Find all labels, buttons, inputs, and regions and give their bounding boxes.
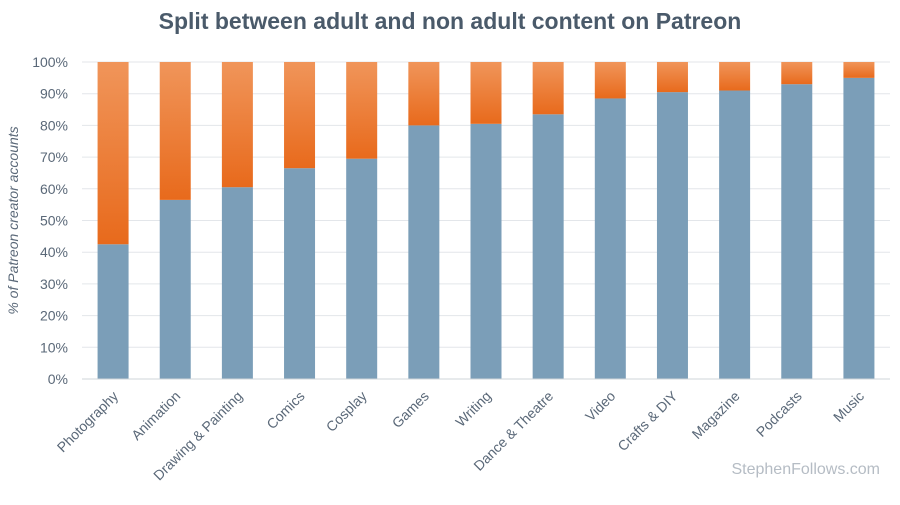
bar-adult bbox=[346, 62, 378, 159]
y-tick-label: 80% bbox=[40, 117, 68, 133]
bar-adult bbox=[284, 62, 316, 169]
bar-non-adult bbox=[221, 187, 253, 379]
y-tick-label: 90% bbox=[40, 86, 68, 102]
x-tick-label: Podcasts bbox=[753, 388, 805, 440]
y-tick-label: 0% bbox=[48, 371, 68, 387]
y-tick-label: 30% bbox=[40, 276, 68, 292]
bar-adult bbox=[781, 62, 813, 85]
bar-adult bbox=[843, 62, 875, 78]
x-tick-label: Video bbox=[582, 388, 619, 425]
bar-adult bbox=[97, 62, 129, 245]
x-tick-label: Writing bbox=[452, 388, 494, 430]
bar-adult bbox=[159, 62, 191, 200]
y-tick-label: 50% bbox=[40, 213, 68, 229]
y-tick-label: 10% bbox=[40, 339, 68, 355]
y-axis-ticks: 0% 10% 20% 30% 40% 50% 60% 70% 80% 90% 100% bbox=[32, 54, 68, 387]
y-tick-label: 60% bbox=[40, 181, 68, 197]
bar-non-adult bbox=[284, 168, 316, 379]
bars bbox=[97, 62, 875, 380]
y-tick-label: 40% bbox=[40, 244, 68, 260]
x-tick-label: Music bbox=[830, 388, 867, 425]
bar-adult bbox=[470, 62, 502, 124]
bar-adult bbox=[532, 62, 564, 115]
bar-non-adult bbox=[594, 98, 626, 379]
bar-adult bbox=[719, 62, 751, 91]
bar-non-adult bbox=[470, 123, 502, 379]
x-tick-label: Crafts & DIY bbox=[614, 387, 681, 454]
bar-non-adult bbox=[408, 125, 440, 380]
bar-non-adult bbox=[97, 244, 129, 379]
x-tick-label: Photography bbox=[54, 388, 121, 455]
x-tick-label: Magazine bbox=[688, 388, 742, 442]
y-tick-label: 100% bbox=[32, 54, 68, 70]
x-tick-label: Comics bbox=[263, 388, 307, 432]
bar-non-adult bbox=[843, 77, 875, 379]
bar-non-adult bbox=[656, 92, 688, 380]
bar-non-adult bbox=[781, 84, 813, 379]
y-axis-title: % of Patreon creator accounts bbox=[5, 126, 21, 314]
x-tick-label: Animation bbox=[128, 388, 183, 443]
bar-adult bbox=[594, 62, 626, 99]
bar-non-adult bbox=[159, 199, 191, 379]
bar-adult bbox=[221, 62, 253, 188]
x-tick-label: Games bbox=[389, 388, 432, 431]
watermark: StephenFollows.com bbox=[731, 461, 880, 478]
y-tick-label: 70% bbox=[40, 149, 68, 165]
chart-title: Split between adult and non adult conten… bbox=[158, 8, 742, 34]
x-tick-label: Cosplay bbox=[323, 388, 370, 435]
bar-adult bbox=[656, 62, 688, 93]
bar-adult bbox=[408, 62, 440, 126]
y-tick-label: 20% bbox=[40, 308, 68, 324]
bar-non-adult bbox=[346, 158, 378, 379]
bar-non-adult bbox=[532, 114, 564, 380]
bar-non-adult bbox=[719, 90, 751, 379]
